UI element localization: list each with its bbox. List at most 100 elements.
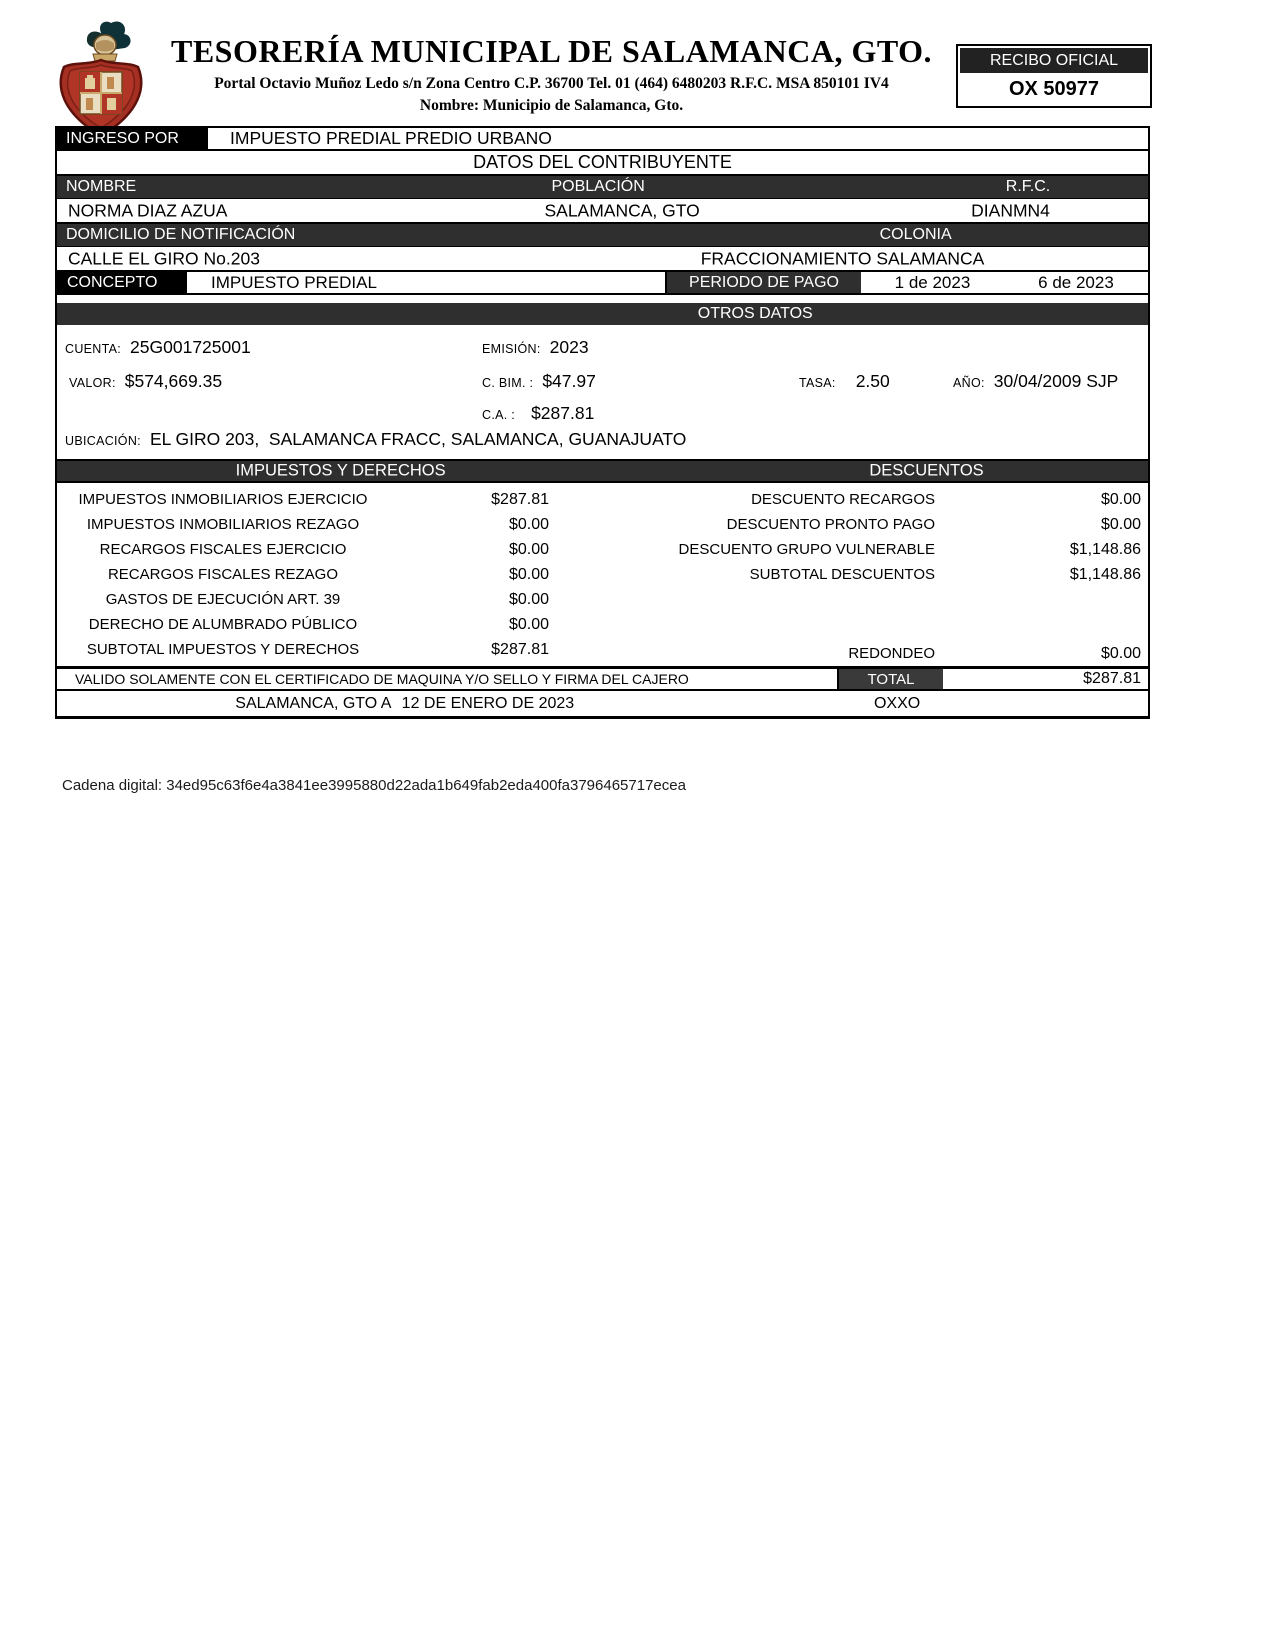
subtotal-descuentos-value: $1,148.86 (1069, 565, 1141, 583)
receipt-number: OX 50977 (1008, 78, 1100, 100)
table-row: DESCUENTO GRUPO VULNERABLE $1,148.86 (603, 537, 1148, 562)
total-row: VALIDO SOLAMENTE CON EL CERTIFICADO DE M… (57, 666, 1148, 691)
subtotal-impuestos-value: $287.81 (491, 640, 549, 658)
table-row: GASTOS DE EJECUCIÓN ART. 39 $0.00 (57, 587, 557, 612)
ingreso-por-row: INGRESO POR IMPUESTO PREDIAL PREDIO URBA… (57, 128, 1148, 151)
item-value: $0.00 (508, 540, 549, 558)
item-value: $0.00 (1100, 490, 1141, 508)
item-value: $0.00 (508, 615, 549, 633)
spacer-row (57, 295, 1148, 303)
table-row: IMPUESTOS INMOBILIARIOS EJERCICIO $287.8… (57, 487, 557, 512)
valor-value: $574,669.35 (124, 371, 223, 391)
subtotal-impuestos-label: SUBTOTAL IMPUESTOS Y DERECHOS (86, 641, 360, 658)
item-value: $0.00 (508, 515, 549, 533)
descuentos-title: DESCUENTOS (869, 461, 984, 480)
cbim-field: C. BIM. : $47.97 (482, 371, 596, 392)
colonia-value: FRACCIONAMIENTO SALAMANCA (700, 248, 985, 268)
concepto-label: CONCEPTO (57, 272, 187, 293)
domicilio-values-row: CALLE EL GIRO No.203 FRACCIONAMIENTO SAL… (57, 247, 1148, 272)
valido-text: VALIDO SOLAMENTE CON EL CERTIFICADO DE M… (75, 671, 689, 687)
cadena-digital-value: 34ed95c63f6e4a3841ee3995880d22ada1b649fa… (166, 777, 686, 794)
periodo-hasta: 6 de 2023 (1038, 272, 1114, 292)
table-row: DESCUENTO PRONTO PAGO $0.00 (603, 512, 1148, 537)
impuestos-items: IMPUESTOS INMOBILIARIOS EJERCICIO $287.8… (57, 487, 557, 662)
cadena-digital-label: Cadena digital: (62, 777, 163, 794)
rfc-label: R.F.C. (1005, 178, 1051, 195)
header-name-line: Nombre: Municipio de Salamanca, Gto. (419, 97, 684, 115)
domicilio-header-row: DOMICILIO DE NOTIFICACIÓN COLONIA (57, 224, 1148, 247)
impuestos-derechos-title: IMPUESTOS Y DERECHOS (235, 461, 446, 480)
table-row: SUBTOTAL DESCUENTOS $1,148.86 (603, 562, 1148, 587)
header-address: Portal Octavio Muñoz Ledo s/n Zona Centr… (214, 75, 889, 93)
concepto-row: CONCEPTO IMPUESTO PREDIAL PERIODO DE PAG… (57, 272, 1148, 295)
item-label: IMPUESTOS INMOBILIARIOS EJERCICIO (78, 491, 368, 508)
section-headers-row: IMPUESTOS Y DERECHOS DESCUENTOS (57, 459, 1148, 483)
poblacion-value: SALAMANCA, GTO (544, 200, 700, 220)
table-row: SUBTOTAL IMPUESTOS Y DERECHOS $287.81 (57, 637, 557, 662)
item-label: DERECHO DE ALUMBRADO PÚBLICO (88, 616, 358, 633)
item-label: GASTOS DE EJECUCIÓN ART. 39 (105, 591, 341, 608)
ubicacion-value: EL GIRO 203, SALAMANCA FRACC, SALAMANCA,… (149, 429, 687, 449)
item-label: DESCUENTO RECARGOS (751, 491, 935, 508)
ubicacion-field: UBICACIÓN: EL GIRO 203, SALAMANCA FRACC,… (65, 429, 686, 450)
amounts-block: IMPUESTOS INMOBILIARIOS EJERCICIO $287.8… (57, 483, 1148, 666)
cajero-text: OXXO (873, 694, 921, 712)
concepto-value: IMPUESTO PREDIAL (211, 272, 377, 292)
descuentos-items: DESCUENTO RECARGOS $0.00 DESCUENTO PRONT… (603, 487, 1148, 663)
section-datos-contribuyente: DATOS DEL CONTRIBUYENTE (57, 151, 1148, 176)
ca-value: $287.81 (531, 403, 595, 423)
ingreso-por-value: IMPUESTO PREDIAL PREDIO URBANO (206, 128, 1148, 149)
periodo-desde: 1 de 2023 (894, 272, 971, 292)
header-text: TESORERÍA MUNICIPAL DE SALAMANCA, GTO. P… (147, 20, 956, 126)
redondeo-label: REDONDEO (848, 645, 935, 662)
nombre-value: NORMA DIAZ AZUA (68, 200, 228, 220)
anio-field: AÑO: 30/04/2009 SJP (953, 371, 1118, 392)
table-row: RECARGOS FISCALES EJERCICIO $0.00 (57, 537, 557, 562)
otros-datos-block: CUENTA: 25G001725001 EMISIÓN: 2023 VALOR… (57, 325, 1148, 459)
item-label: DESCUENTO GRUPO VULNERABLE (678, 541, 935, 558)
item-label: RECARGOS FISCALES EJERCICIO (99, 541, 347, 558)
item-value: $287.81 (491, 490, 549, 508)
table-row: RECARGOS FISCALES REZAGO $0.00 (57, 562, 557, 587)
subtotal-descuentos-label: SUBTOTAL DESCUENTOS (749, 566, 935, 583)
salamanca-coat-of-arms-icon (55, 20, 147, 138)
poblacion-label: POBLACIÓN (551, 178, 645, 195)
domicilio-label: DOMICILIO DE NOTIFICACIÓN (66, 226, 296, 243)
page-title: TESORERÍA MUNICIPAL DE SALAMANCA, GTO. (170, 33, 933, 69)
item-value: $0.00 (1100, 515, 1141, 533)
redondeo-value: $0.00 (1100, 644, 1141, 662)
ubicacion-label: UBICACIÓN: (65, 434, 141, 448)
item-label: DESCUENTO PRONTO PAGO (726, 516, 935, 533)
item-value: $1,148.86 (1069, 540, 1141, 558)
ca-field: C.A. : $287.81 (482, 403, 594, 424)
lugar-text: SALAMANCA, GTO A (235, 694, 392, 712)
fecha-text: 12 DE ENERO DE 2023 (401, 694, 575, 712)
tasa-label: TASA: (799, 376, 836, 390)
cuenta-value: 25G001725001 (130, 337, 251, 357)
ca-label: C.A. : (482, 408, 516, 422)
official-receipt-box: RECIBO OFICIAL OX 50977 (956, 44, 1152, 108)
emision-label: EMISIÓN: (482, 342, 541, 356)
contribuyente-header-row: NOMBRE POBLACIÓN R.F.C. (57, 176, 1148, 199)
valor-field: VALOR: $574,669.35 (69, 371, 222, 392)
cuenta-field: CUENTA: 25G001725001 (65, 337, 251, 358)
total-value: $287.81 (1083, 670, 1141, 687)
table-row: DERECHO DE ALUMBRADO PÚBLICO $0.00 (57, 612, 557, 637)
table-row: DESCUENTO RECARGOS $0.00 (603, 487, 1148, 512)
emision-field: EMISIÓN: 2023 (482, 337, 589, 358)
item-label: IMPUESTOS INMOBILIARIOS REZAGO (86, 516, 360, 533)
date-row: SALAMANCA, GTO A 12 DE ENERO DE 2023 OXX… (57, 691, 1148, 716)
domicilio-value: CALLE EL GIRO No.203 (68, 248, 260, 268)
total-label: TOTAL (837, 669, 943, 689)
contribuyente-values-row: NORMA DIAZ AZUA SALAMANCA, GTO DIANMN4 (57, 199, 1148, 224)
tasa-value: 2.50 (855, 371, 890, 391)
anio-label: AÑO: (953, 376, 985, 390)
header: TESORERÍA MUNICIPAL DE SALAMANCA, GTO. P… (0, 0, 1275, 138)
otros-datos-title: OTROS DATOS (697, 305, 813, 322)
tasa-field: TASA: 2.50 (799, 371, 890, 392)
rfc-value: DIANMN4 (971, 200, 1050, 220)
receipt-label: RECIBO OFICIAL (960, 48, 1148, 73)
periodo-pago-label: PERIODO DE PAGO (665, 272, 861, 293)
cbim-label: C. BIM. : (482, 376, 534, 390)
